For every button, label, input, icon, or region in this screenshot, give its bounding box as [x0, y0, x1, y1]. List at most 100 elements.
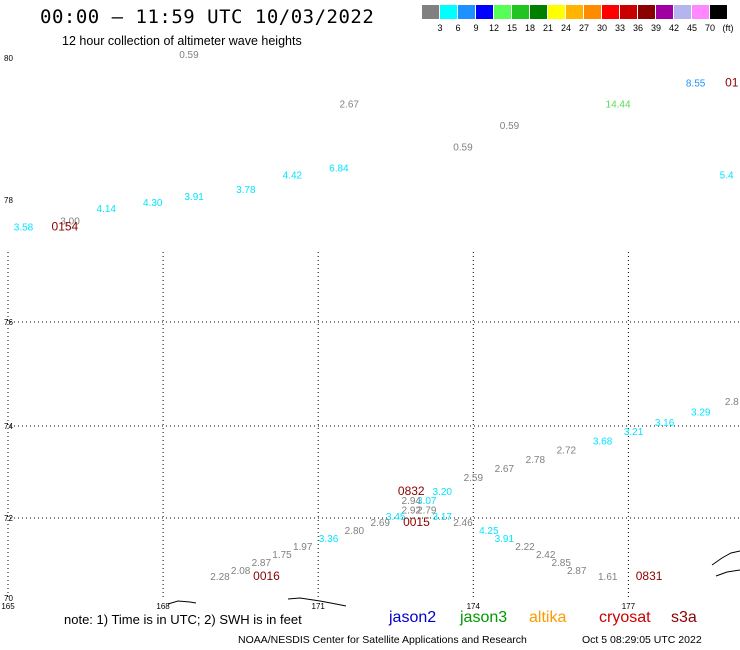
wave-height-label: 2.78 — [526, 455, 546, 466]
legend-swatch — [584, 5, 601, 19]
wave-height-label: 2.80 — [345, 526, 365, 537]
satellite-jason3: jason3 — [460, 609, 508, 626]
wave-height-label: 4.14 — [96, 204, 116, 215]
wave-height-label: 3.45 — [386, 512, 406, 523]
x-tick-label: 168 — [156, 602, 170, 610]
legend-label: 3 — [437, 23, 443, 33]
wave-height-label: 1.61 — [598, 572, 618, 583]
wave-height-label: 3.07 — [417, 496, 437, 507]
wave-height-label: 1.75 — [272, 550, 292, 561]
legend-swatch — [566, 5, 583, 19]
x-tick-label: 171 — [312, 602, 326, 610]
legend-label: 70 — [704, 23, 715, 33]
legend-swatch — [692, 5, 709, 19]
wave-height-label: 3.29 — [691, 408, 711, 419]
legend-label: (ft) — [722, 23, 734, 33]
y-tick-label: 76 — [4, 318, 13, 327]
wave-height-label: 3.36 — [319, 534, 339, 545]
legend-label: 39 — [650, 23, 661, 33]
wave-height-label: 0.59 — [500, 121, 520, 132]
wave-height-label: 0.59 — [453, 142, 473, 153]
wave-height-label: 0.59 — [179, 50, 199, 61]
wave-height-label: 3.00 — [60, 216, 80, 227]
y-tick-label: 80 — [4, 54, 13, 63]
pass-time-label: 01 — [725, 75, 739, 89]
wave-height-label: 2.42 — [536, 550, 556, 561]
wave-height-label: 3.78 — [236, 185, 256, 196]
legend-label: 42 — [668, 23, 679, 33]
wave-height-label: 2.59 — [464, 473, 484, 484]
legend-swatch — [440, 5, 457, 19]
wave-height-label: 2.28 — [210, 572, 230, 583]
legend-swatch — [674, 5, 691, 19]
coastline — [711, 550, 740, 577]
x-tick-label: 174 — [467, 602, 481, 610]
wave-height-label: 5.4 — [720, 171, 734, 182]
pass-time-label: 0015 — [403, 515, 430, 529]
wave-height-label: 3.91 — [495, 534, 515, 545]
wave-height-label: 2.46 — [453, 518, 473, 529]
satellite-altika: altika — [529, 609, 567, 626]
wave-height-label: 3.21 — [624, 427, 644, 438]
wave-height-label: 2.87 — [252, 558, 272, 569]
wave-height-label: 3.17 — [433, 512, 453, 523]
wave-height-label: 3.16 — [655, 418, 675, 429]
wave-height-label: 2.8 — [725, 397, 739, 408]
satellite-jason2: jason2 — [389, 609, 437, 626]
chart-subtitle: 12 hour collection of altimeter wave hei… — [62, 34, 302, 48]
wave-height-label: 3.68 — [593, 436, 613, 447]
coastline — [167, 600, 197, 605]
pass-time-label: 0831 — [636, 569, 663, 583]
wave-height-label: 2.85 — [551, 558, 571, 569]
pass-time-label: 0016 — [253, 569, 280, 583]
wave-height-label: 2.69 — [371, 518, 391, 529]
pass-time-label: 0832 — [398, 484, 425, 498]
wave-height-label: 2.67 — [339, 100, 359, 111]
wave-height-label: 2.67 — [495, 464, 515, 475]
legend-label: 12 — [488, 23, 499, 33]
legend-label: 30 — [596, 23, 607, 33]
legend-swatch — [512, 5, 529, 19]
legend-label: 33 — [614, 23, 625, 33]
wave-height-label: 2.22 — [515, 542, 535, 553]
wave-height-label: 6.84 — [329, 164, 349, 175]
legend-label: 45 — [686, 23, 697, 33]
note-text: note: 1) Time is in UTC; 2) SWH is in fe… — [64, 612, 302, 627]
legend-swatch — [710, 5, 727, 19]
legend-label: 36 — [632, 23, 643, 33]
legend-swatch — [548, 5, 565, 19]
y-tick-label: 78 — [4, 196, 13, 205]
footer-timestamp: Oct 5 08:29:05 UTC 2022 — [582, 634, 702, 646]
legend-swatch — [530, 5, 547, 19]
satellite-cryosat: cryosat — [599, 609, 651, 626]
wave-height-label: 3.20 — [433, 487, 453, 498]
wave-height-label: 3.91 — [184, 192, 204, 203]
wave-height-label: 1.97 — [293, 542, 313, 553]
wave-height-label: 14.44 — [606, 100, 631, 111]
legend-swatch — [494, 5, 511, 19]
altimeter-plot: 165 168 171 174 177 70 72 74 76 78 80 0.59 2.67 0.59 0… — [1, 50, 740, 610]
satellite-s3a: s3a — [671, 609, 697, 626]
wave-height-label: 8.55 — [686, 78, 706, 89]
legend-swatch — [638, 5, 655, 19]
x-tick-label: 165 — [1, 602, 15, 610]
legend-label: 21 — [542, 23, 553, 33]
wave-height-label: 2.79 — [417, 505, 437, 516]
legend-label: 24 — [560, 23, 571, 33]
footer-agency: NOAA/NESDIS Center for Satellite Applica… — [238, 634, 527, 646]
wave-height-label: 2.87 — [567, 566, 587, 577]
legend-label: 15 — [506, 23, 517, 33]
wave-height-label: 2.94 — [402, 496, 422, 507]
y-tick-label: 72 — [4, 514, 13, 523]
legend-swatch — [620, 5, 637, 19]
legend-label: 18 — [524, 23, 535, 33]
wave-height-label: 2.92 — [402, 505, 422, 516]
wave-height-label: 3.58 — [14, 223, 34, 234]
wave-height-label: 4.30 — [143, 198, 163, 209]
legend-label: 6 — [455, 23, 461, 33]
legend-swatch — [422, 5, 439, 19]
wave-height-label: 4.42 — [283, 171, 303, 182]
coastline — [287, 597, 347, 607]
legend-swatch — [656, 5, 673, 19]
chart-title: 00:00 – 11:59 UTC 10/03/2022 — [40, 6, 375, 28]
